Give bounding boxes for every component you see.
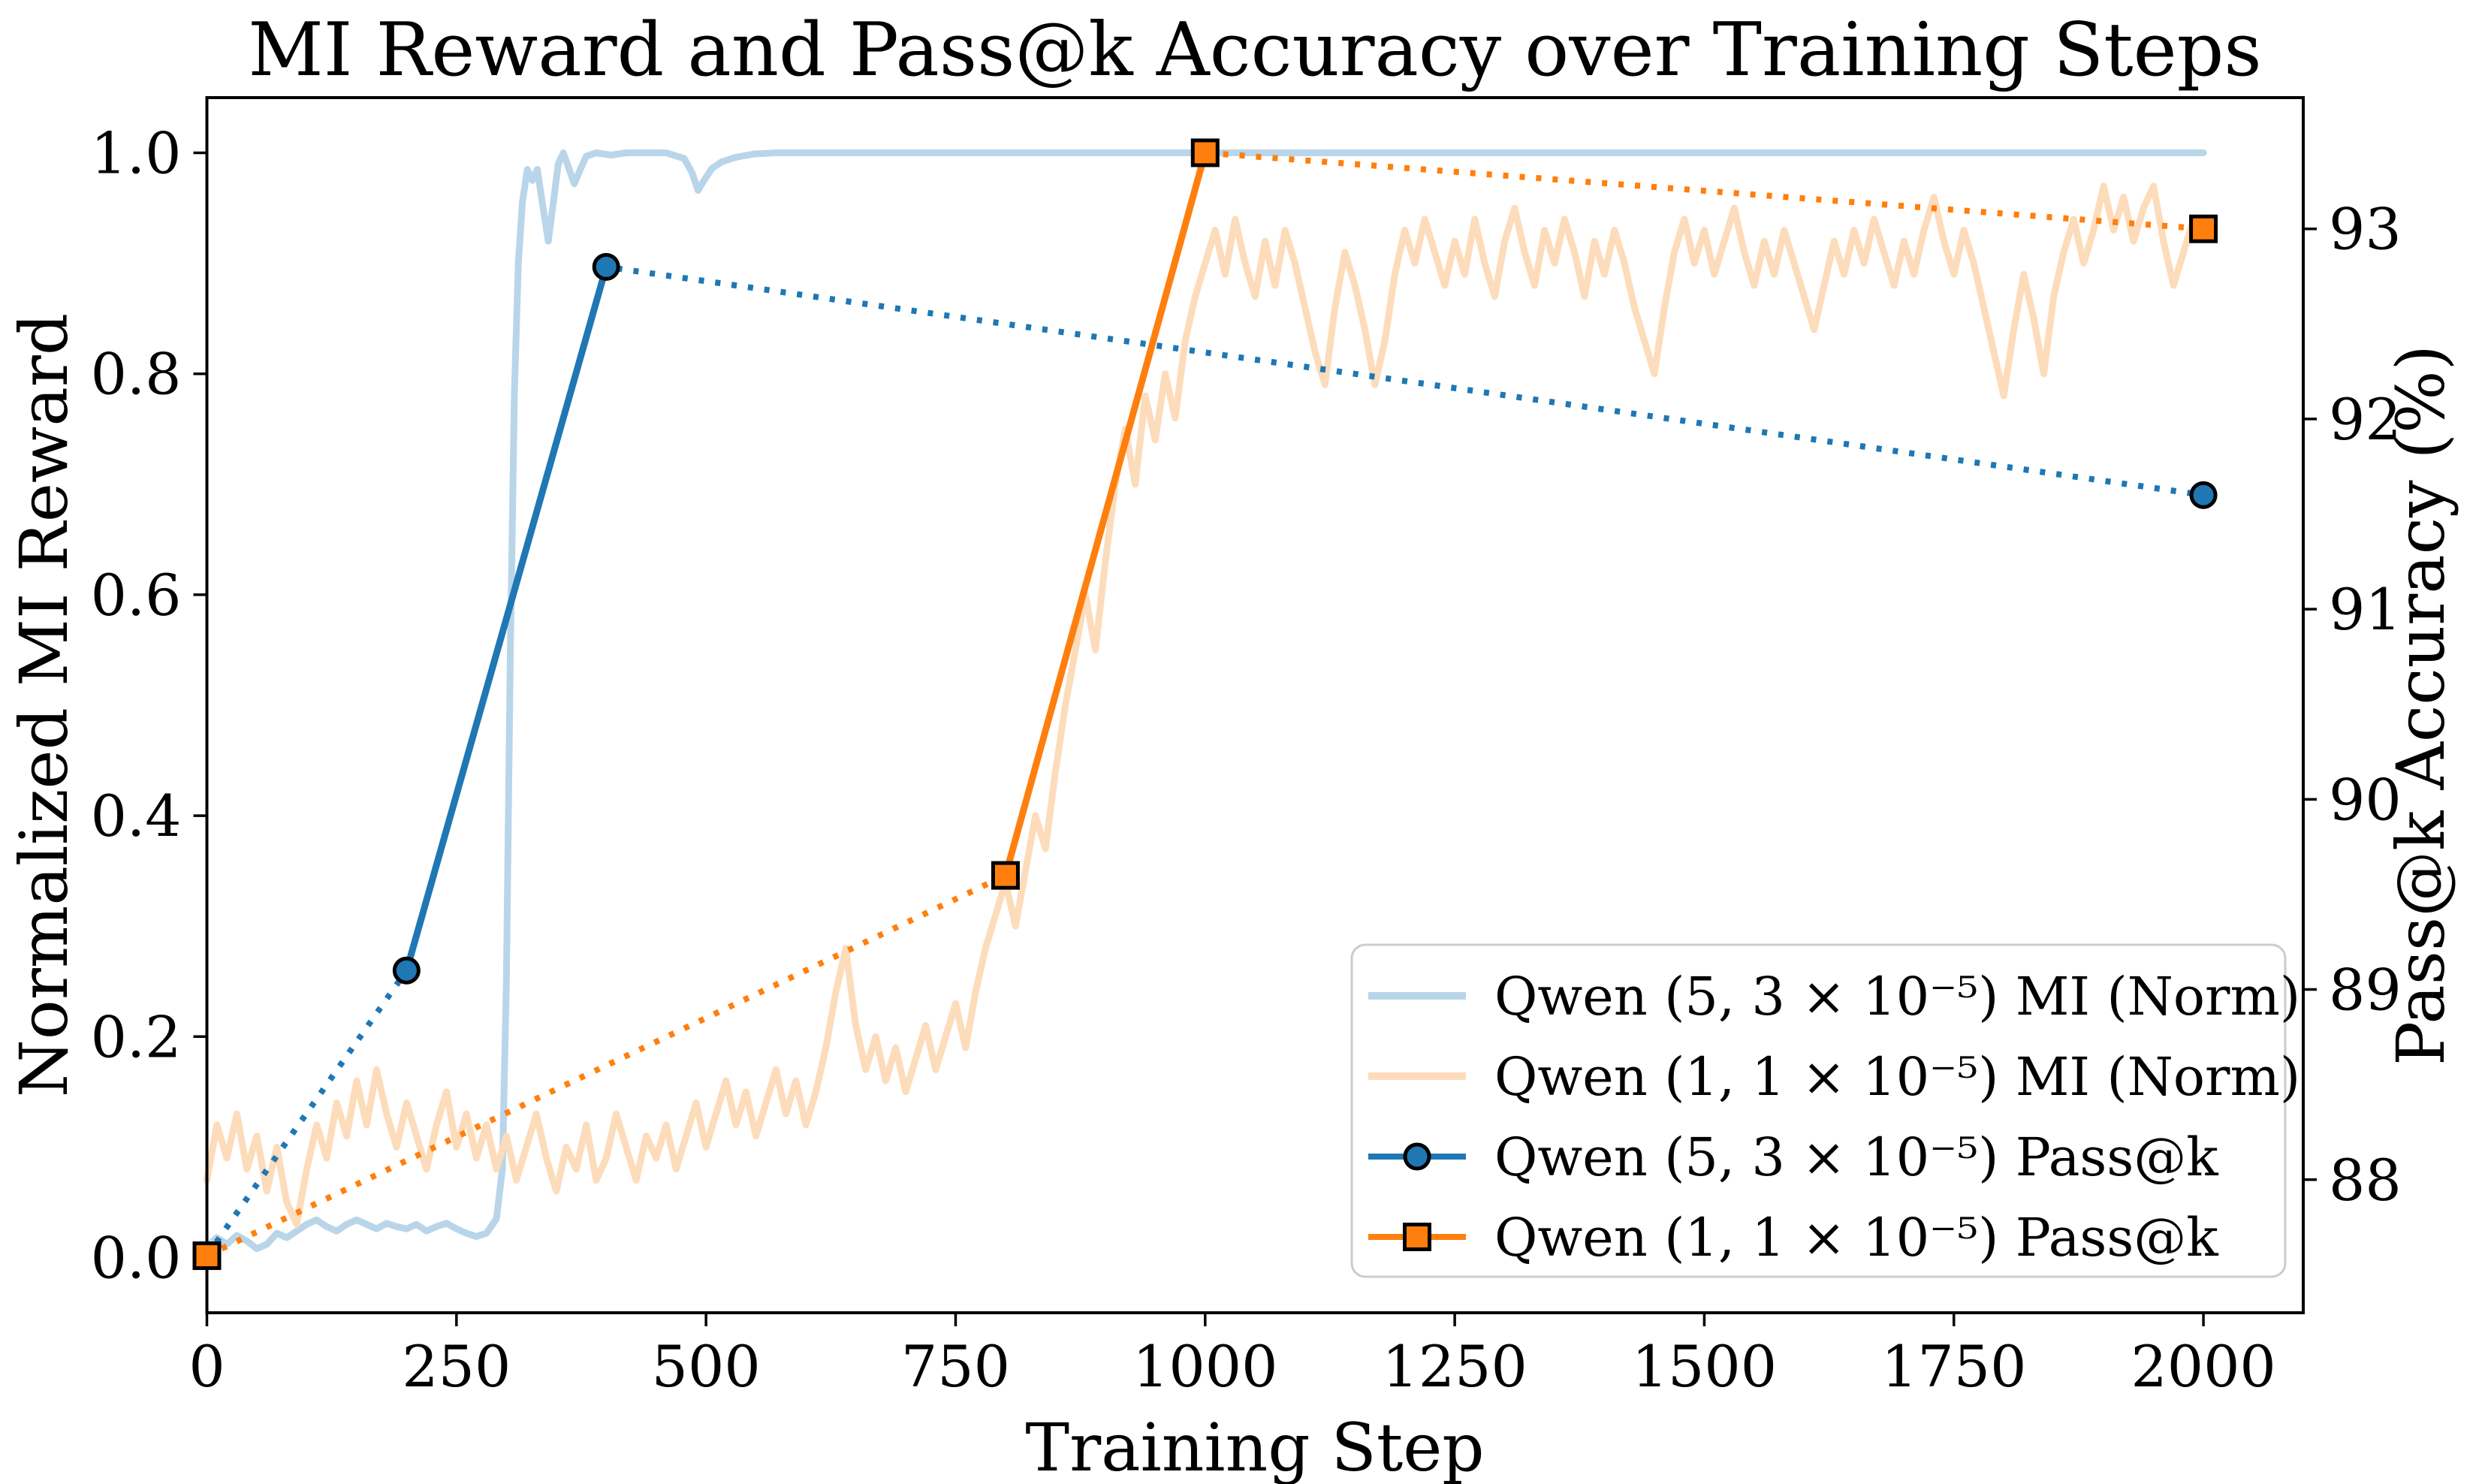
y-left-tick-label: 0.4 bbox=[91, 783, 182, 849]
marker-layer bbox=[192, 138, 2218, 1271]
mi-norm-curve bbox=[204, 149, 2207, 1253]
passk-square-marker bbox=[192, 1241, 222, 1271]
y-right-tick-label: 91 bbox=[2329, 576, 2402, 643]
y-left-tick-label: 1.0 bbox=[91, 120, 182, 187]
axes-layer: 0 250 500 750 1000 1250 1500 1750 2000 0.0 0.2 0.4 0… bbox=[91, 96, 2402, 1400]
y-left-tick-label: 0.6 bbox=[91, 562, 182, 629]
legend: Qwen (5, 3 × 10⁻⁵) MI (Norm) Qwen (1, 1 ×… bbox=[1350, 943, 2300, 1278]
passk-solid-segment bbox=[1002, 149, 1209, 879]
y-right-tick-label: 89 bbox=[2329, 957, 2402, 1024]
x-tick-label: 1250 bbox=[1382, 1333, 1527, 1400]
legend-item-label: Qwen (1, 1 × 10⁻⁵) Pass@k bbox=[1494, 1207, 2218, 1268]
x-tick-label: 2000 bbox=[2131, 1333, 2275, 1400]
passk-square-marker bbox=[1190, 138, 1220, 167]
y-axis-label-left: Normalized MI Reward bbox=[5, 313, 83, 1097]
y-left-tick-label: 0.2 bbox=[91, 1003, 182, 1070]
mi-norm-curve bbox=[204, 182, 2207, 1228]
x-tick-label: 250 bbox=[402, 1333, 511, 1400]
passk-circle-marker bbox=[592, 252, 620, 281]
x-tick-label: 0 bbox=[188, 1333, 225, 1400]
y-left-tick-label: 0.0 bbox=[91, 1224, 182, 1291]
y-right-tick-label: 92 bbox=[2329, 386, 2402, 453]
y-right-tick-label: 88 bbox=[2329, 1147, 2402, 1214]
legend-item-label: Qwen (1, 1 × 10⁻⁵) MI (Norm) bbox=[1494, 1046, 2300, 1108]
passk-circle-marker bbox=[2189, 481, 2218, 509]
passk-square-marker bbox=[991, 861, 1020, 890]
x-tick-label: 500 bbox=[652, 1333, 761, 1400]
series-layer bbox=[204, 149, 2207, 1253]
legend-box bbox=[1350, 943, 2287, 1278]
x-axis-label: Training Step bbox=[1025, 1409, 1484, 1484]
y-axis-label-right: Pass@k Accuracy (%) bbox=[2382, 345, 2459, 1066]
x-tick-label: 750 bbox=[901, 1333, 1010, 1400]
plot-border bbox=[205, 96, 2305, 1314]
legend-item-label: Qwen (5, 3 × 10⁻⁵) MI (Norm) bbox=[1494, 966, 2300, 1027]
chart-title: MI Reward and Pass@k Accuracy over Train… bbox=[248, 8, 2261, 93]
x-tick-label: 1750 bbox=[1881, 1333, 2026, 1400]
passk-solid-segment bbox=[403, 263, 610, 974]
y-left-tick-label: 0.8 bbox=[91, 341, 182, 408]
x-tick-label: 1500 bbox=[1632, 1333, 1777, 1400]
legend-circle-marker bbox=[1403, 1142, 1431, 1171]
legend-square-marker bbox=[1403, 1223, 1431, 1251]
x-tick-label: 1000 bbox=[1132, 1333, 1277, 1400]
y-right-tick-label: 90 bbox=[2329, 766, 2402, 833]
y-right-tick-label: 93 bbox=[2329, 196, 2402, 263]
passk-square-marker bbox=[2189, 214, 2218, 243]
legend-item-label: Qwen (5, 3 × 10⁻⁵) Pass@k bbox=[1494, 1127, 2218, 1188]
passk-circle-marker bbox=[392, 956, 421, 985]
